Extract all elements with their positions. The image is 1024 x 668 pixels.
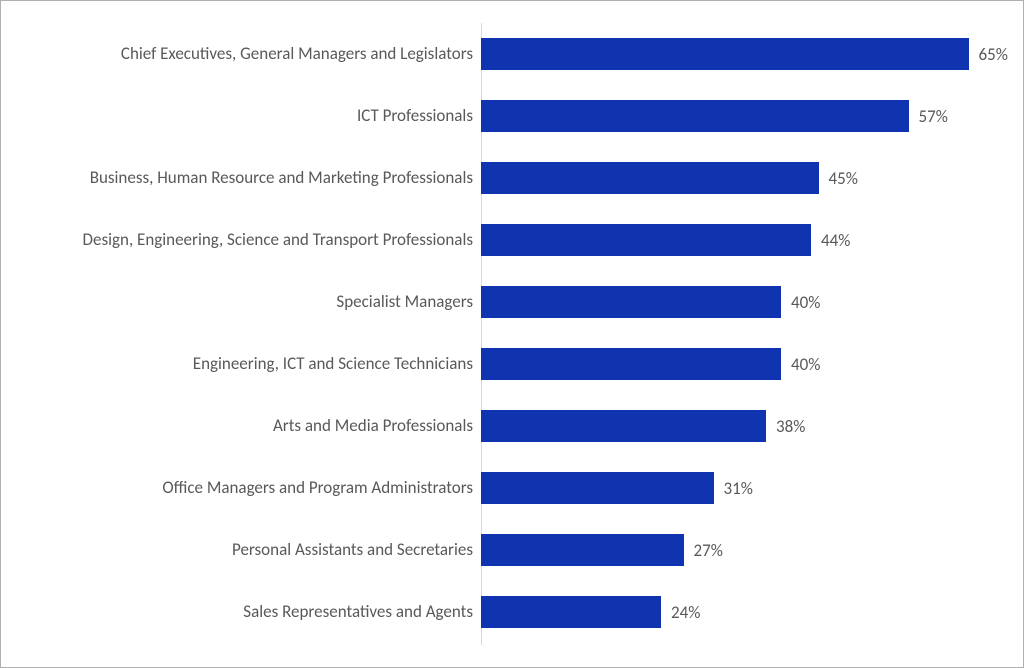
bar-row: Arts and Media Professionals 38% xyxy=(11,395,993,457)
bar-row: ICT Professionals 57% xyxy=(11,85,993,147)
category-label: Personal Assistants and Secretaries xyxy=(11,540,481,560)
bar xyxy=(481,38,969,70)
category-label: Office Managers and Program Administrato… xyxy=(11,478,481,498)
bar-row: Engineering, ICT and Science Technicians… xyxy=(11,333,993,395)
value-label: 57% xyxy=(919,106,948,127)
bar-area: 44% xyxy=(481,209,993,271)
bar xyxy=(481,286,781,318)
category-label: Arts and Media Professionals xyxy=(11,416,481,436)
category-label: Engineering, ICT and Science Technicians xyxy=(11,354,481,374)
value-label: 40% xyxy=(791,354,820,375)
category-label: Specialist Managers xyxy=(11,292,481,312)
value-label: 27% xyxy=(694,540,723,561)
bar xyxy=(481,596,661,628)
value-label: 44% xyxy=(821,230,850,251)
bar xyxy=(481,410,766,442)
bar-row: Specialist Managers 40% xyxy=(11,271,993,333)
category-label: ICT Professionals xyxy=(11,106,481,126)
bar xyxy=(481,534,684,566)
bar-area: 31% xyxy=(481,457,993,519)
bar xyxy=(481,348,781,380)
chart-container: Chief Executives, General Managers and L… xyxy=(0,0,1024,668)
bar-area: 45% xyxy=(481,147,993,209)
bar-row: Chief Executives, General Managers and L… xyxy=(11,23,993,85)
bar-area: 24% xyxy=(481,581,993,643)
bar-area: 38% xyxy=(481,395,993,457)
value-label: 31% xyxy=(724,478,753,499)
value-label: 40% xyxy=(791,292,820,313)
bar-row: Office Managers and Program Administrato… xyxy=(11,457,993,519)
bar-area: 57% xyxy=(481,85,993,147)
value-label: 65% xyxy=(979,44,1008,65)
category-label: Design, Engineering, Science and Transpo… xyxy=(11,230,481,250)
bar-area: 40% xyxy=(481,333,993,395)
plot-area: Chief Executives, General Managers and L… xyxy=(11,23,993,645)
bar-row: Personal Assistants and Secretaries 27% xyxy=(11,519,993,581)
bar-row: Business, Human Resource and Marketing P… xyxy=(11,147,993,209)
value-label: 45% xyxy=(829,168,858,189)
value-label: 38% xyxy=(776,416,805,437)
bar-area: 40% xyxy=(481,271,993,333)
category-label: Business, Human Resource and Marketing P… xyxy=(11,168,481,188)
value-label: 24% xyxy=(671,602,700,623)
bar-row: Design, Engineering, Science and Transpo… xyxy=(11,209,993,271)
bar xyxy=(481,162,819,194)
bar-row: Sales Representatives and Agents 24% xyxy=(11,581,993,643)
bar xyxy=(481,100,909,132)
bar xyxy=(481,472,714,504)
category-label: Sales Representatives and Agents xyxy=(11,602,481,622)
bar-area: 27% xyxy=(481,519,993,581)
bar-area: 65% xyxy=(481,23,1008,85)
category-label: Chief Executives, General Managers and L… xyxy=(11,44,481,64)
bar xyxy=(481,224,811,256)
